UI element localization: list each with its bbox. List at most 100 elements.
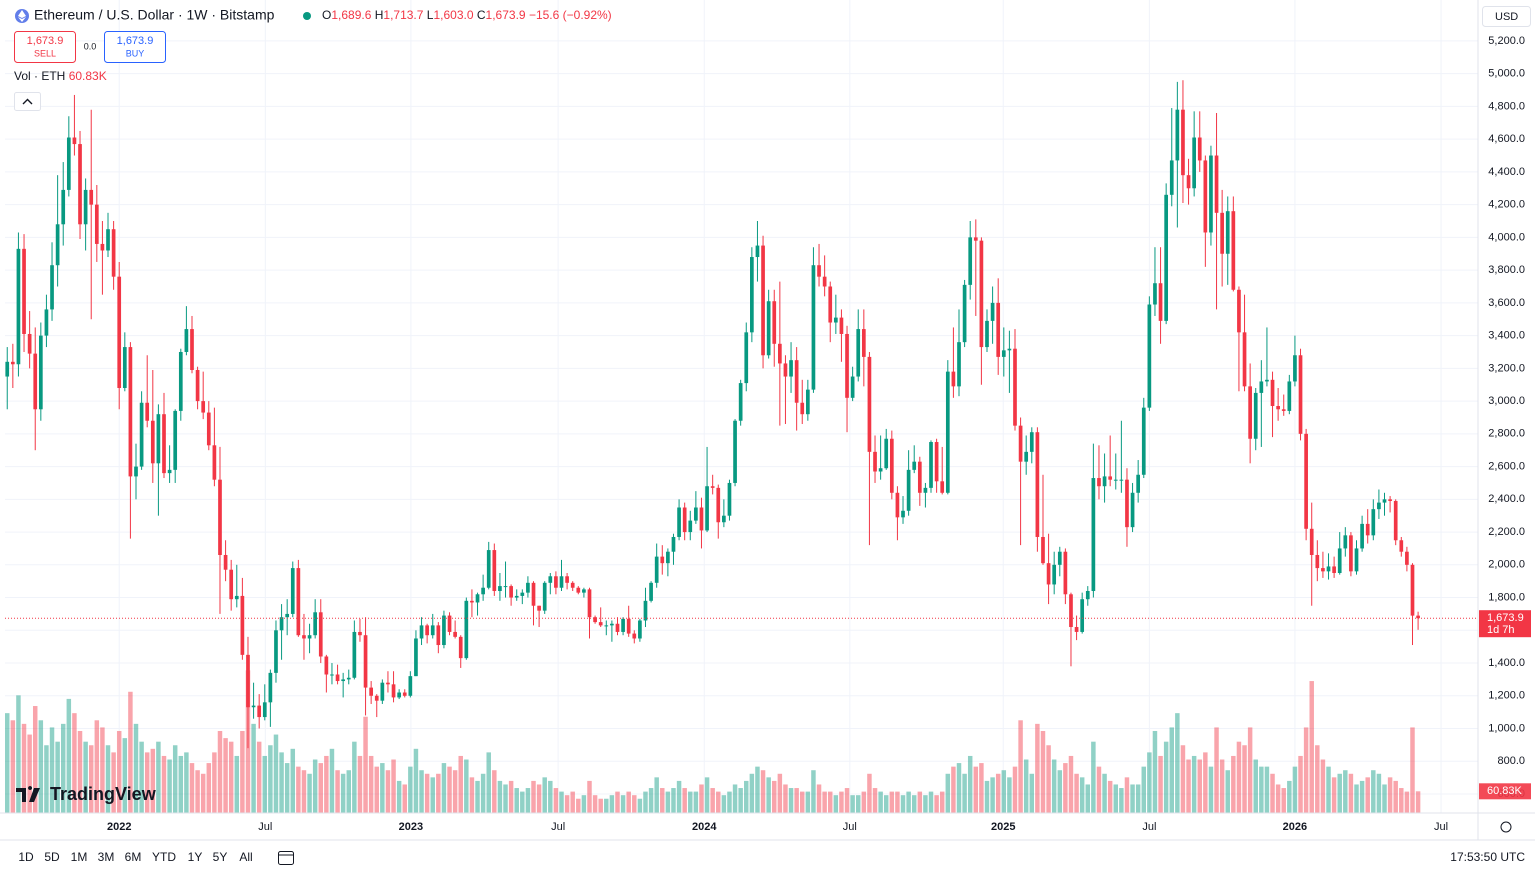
volume-bar	[1365, 777, 1370, 813]
timeframe-button[interactable]: 5D	[44, 850, 60, 864]
timeframe-button[interactable]: 1M	[71, 850, 88, 864]
logo-mark	[16, 786, 40, 802]
currency-button[interactable]: USD	[1482, 6, 1531, 27]
candle-body	[324, 656, 329, 675]
candle-body	[514, 595, 519, 598]
volume-bar	[805, 791, 811, 813]
candle-body	[1158, 283, 1163, 321]
volume-bar	[979, 763, 984, 813]
buy-button[interactable]: 1,673.9 BUY	[104, 31, 166, 63]
volume-bar	[385, 770, 391, 813]
candle-body	[363, 635, 368, 688]
countdown: 1d 7h	[1487, 624, 1515, 636]
candle-body	[934, 442, 939, 482]
candle-body	[1332, 566, 1336, 573]
candle-body	[1153, 283, 1157, 305]
volume-bar	[1096, 766, 1102, 813]
timeframe-button[interactable]: 1Y	[188, 850, 203, 864]
candle-body	[794, 360, 799, 403]
candle-body	[78, 144, 82, 225]
candle-body	[374, 695, 379, 701]
ohlc-value: 1,713.7	[383, 8, 423, 22]
volume-bar	[1147, 752, 1152, 813]
y-tick-label: 2,000.0	[1488, 559, 1525, 571]
candle-body	[66, 137, 71, 190]
timeframe-button[interactable]: 6M	[125, 850, 142, 864]
candle-body	[156, 414, 161, 464]
candle-body	[593, 617, 597, 623]
candle-body	[1197, 137, 1202, 161]
candle-body	[778, 343, 782, 364]
candle-body	[570, 582, 575, 588]
volume-bar	[195, 770, 200, 813]
volume-bar	[822, 791, 827, 813]
candle-body	[1231, 211, 1236, 290]
volume-bar	[1208, 766, 1214, 813]
timeframe-button[interactable]: All	[239, 850, 252, 864]
candle-body	[750, 257, 754, 333]
volume-bar	[592, 795, 598, 813]
ohlc-value: 1,603.0	[433, 8, 473, 22]
volume-bar	[1331, 777, 1337, 813]
candle-body	[1326, 566, 1331, 572]
candle-body	[901, 510, 905, 518]
timeframes: 1D 5D 1M 3M 6M YTD 1Y 5Y All	[18, 850, 252, 864]
x-tick-label: 2023	[399, 821, 423, 833]
candle-body	[436, 625, 441, 646]
candle-body	[1041, 536, 1045, 564]
candle-body	[755, 245, 760, 258]
candle-body	[481, 587, 485, 595]
candle-body	[290, 568, 295, 614]
timeframe-button[interactable]: 3M	[98, 850, 115, 864]
volume-title: Vol · ETH	[14, 69, 65, 83]
volume-bar	[156, 741, 161, 813]
candle-body	[167, 469, 172, 474]
candle-body	[1057, 551, 1062, 565]
volume-bar	[464, 759, 469, 813]
candle-body	[397, 692, 401, 698]
volume-bar	[469, 777, 475, 813]
volume-bar	[1169, 727, 1174, 813]
volume-bar	[184, 752, 189, 813]
candle-body	[257, 705, 262, 718]
candle-body	[889, 438, 894, 493]
timeframe-button[interactable]: 5Y	[213, 850, 228, 864]
candle-body	[44, 309, 49, 336]
ohlc-value: 1,673.9	[486, 8, 526, 22]
volume-bar	[329, 748, 335, 813]
sell-price: 1,673.9	[27, 35, 64, 47]
date-range-button[interactable]	[278, 851, 294, 865]
volume-bar	[553, 788, 559, 813]
candle-body	[307, 635, 312, 639]
timeframe-button[interactable]: 1D	[18, 850, 34, 864]
y-tick-label: 4,800.0	[1488, 100, 1525, 112]
collapse-button[interactable]	[14, 92, 41, 111]
y-tick-label: 4,000.0	[1488, 231, 1525, 243]
candle-body	[923, 487, 928, 493]
candle-body	[1085, 591, 1090, 600]
candle-body	[1024, 451, 1029, 462]
volume-bar	[116, 730, 122, 813]
sell-label: SELL	[34, 48, 56, 58]
candle-body	[783, 363, 788, 377]
candle-body	[990, 302, 995, 321]
candle-body	[548, 576, 553, 583]
timeframe-button[interactable]: YTD	[152, 850, 176, 864]
volume-bar	[139, 741, 144, 813]
settings-icon[interactable]	[1500, 821, 1512, 833]
volume-bar	[1231, 755, 1236, 813]
buy-label: BUY	[126, 48, 145, 58]
sell-button[interactable]: 1,673.9 SELL	[14, 31, 76, 63]
y-tick-label: 1,400.0	[1488, 657, 1525, 669]
candle-body	[240, 595, 245, 655]
volume-bar	[21, 723, 27, 813]
candle-body	[1080, 599, 1085, 632]
volume-bar	[1348, 773, 1354, 813]
volume-bar	[346, 770, 351, 813]
volume-bar	[889, 791, 895, 813]
candle-body	[1125, 479, 1129, 528]
volume-bar	[576, 798, 581, 813]
candle-body	[419, 625, 424, 639]
candle-body	[50, 265, 54, 310]
volume-bar	[939, 791, 945, 813]
